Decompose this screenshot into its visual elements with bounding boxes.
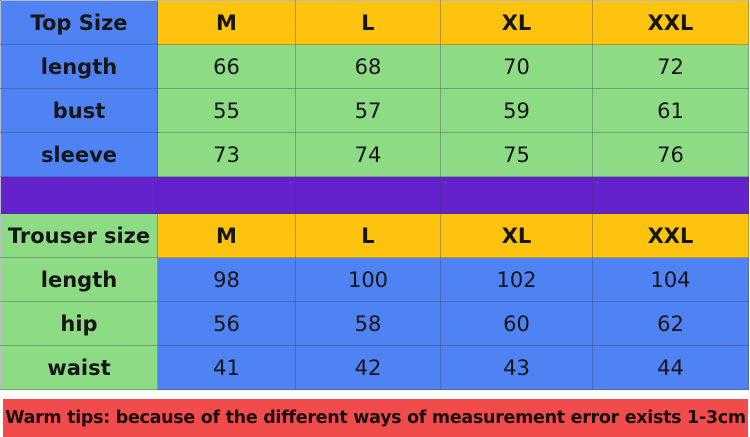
cell: 44 xyxy=(592,345,749,390)
cell: 66 xyxy=(157,44,296,89)
cell: 55 xyxy=(157,88,296,133)
cell: 102 xyxy=(440,257,593,302)
table-row: length 66 68 70 72 xyxy=(0,44,749,89)
cell: 72 xyxy=(592,44,749,89)
cell: 58 xyxy=(295,301,441,346)
cell: 73 xyxy=(157,132,296,177)
table-row: length 98 100 102 104 xyxy=(0,257,749,302)
cell: 98 xyxy=(157,257,296,302)
separator-cell xyxy=(157,176,296,214)
top-size-label: Top Size xyxy=(0,0,158,45)
table-row: sleeve 73 74 75 76 xyxy=(0,132,749,177)
cell: 62 xyxy=(592,301,749,346)
cell: 75 xyxy=(440,132,593,177)
cell: 59 xyxy=(440,88,593,133)
top-header-row: Top Size M L XL XXL xyxy=(0,0,749,45)
size-l: L xyxy=(295,213,441,258)
cell: 41 xyxy=(157,345,296,390)
cell: 56 xyxy=(157,301,296,346)
separator-cell xyxy=(295,176,441,214)
trouser-size-label: Trouser size xyxy=(0,213,158,258)
cell: 57 xyxy=(295,88,441,133)
row-label: sleeve xyxy=(0,132,158,177)
size-xxl: XXL xyxy=(592,213,749,258)
cell: 74 xyxy=(295,132,441,177)
cell: 42 xyxy=(295,345,441,390)
size-m: M xyxy=(157,0,296,45)
cell: 43 xyxy=(440,345,593,390)
size-l: L xyxy=(295,0,441,45)
table-row: bust 55 57 59 61 xyxy=(0,88,749,133)
cell: 61 xyxy=(592,88,749,133)
table-row: waist 41 42 43 44 xyxy=(0,345,749,390)
cell: 76 xyxy=(592,132,749,177)
row-label: length xyxy=(0,44,158,89)
size-xl: XL xyxy=(440,213,593,258)
size-m: M xyxy=(157,213,296,258)
size-xl: XL xyxy=(440,0,593,45)
separator-row xyxy=(0,176,749,214)
cell: 60 xyxy=(440,301,593,346)
size-chart: Top Size M L XL XXL length 66 68 70 72 b… xyxy=(0,0,749,390)
row-label: hip xyxy=(0,301,158,346)
trouser-header-row: Trouser size M L XL XXL xyxy=(0,213,749,258)
table-row: hip 56 58 60 62 xyxy=(0,301,749,346)
separator-cell xyxy=(592,176,749,214)
cell: 104 xyxy=(592,257,749,302)
row-label: bust xyxy=(0,88,158,133)
cell: 100 xyxy=(295,257,441,302)
warm-tips-note: Warm tips: because of the different ways… xyxy=(3,399,748,437)
size-xxl: XXL xyxy=(592,0,749,45)
cell: 68 xyxy=(295,44,441,89)
separator-cell xyxy=(440,176,593,214)
separator-cell xyxy=(0,176,158,214)
cell: 70 xyxy=(440,44,593,89)
row-label: waist xyxy=(0,345,158,390)
row-label: length xyxy=(0,257,158,302)
